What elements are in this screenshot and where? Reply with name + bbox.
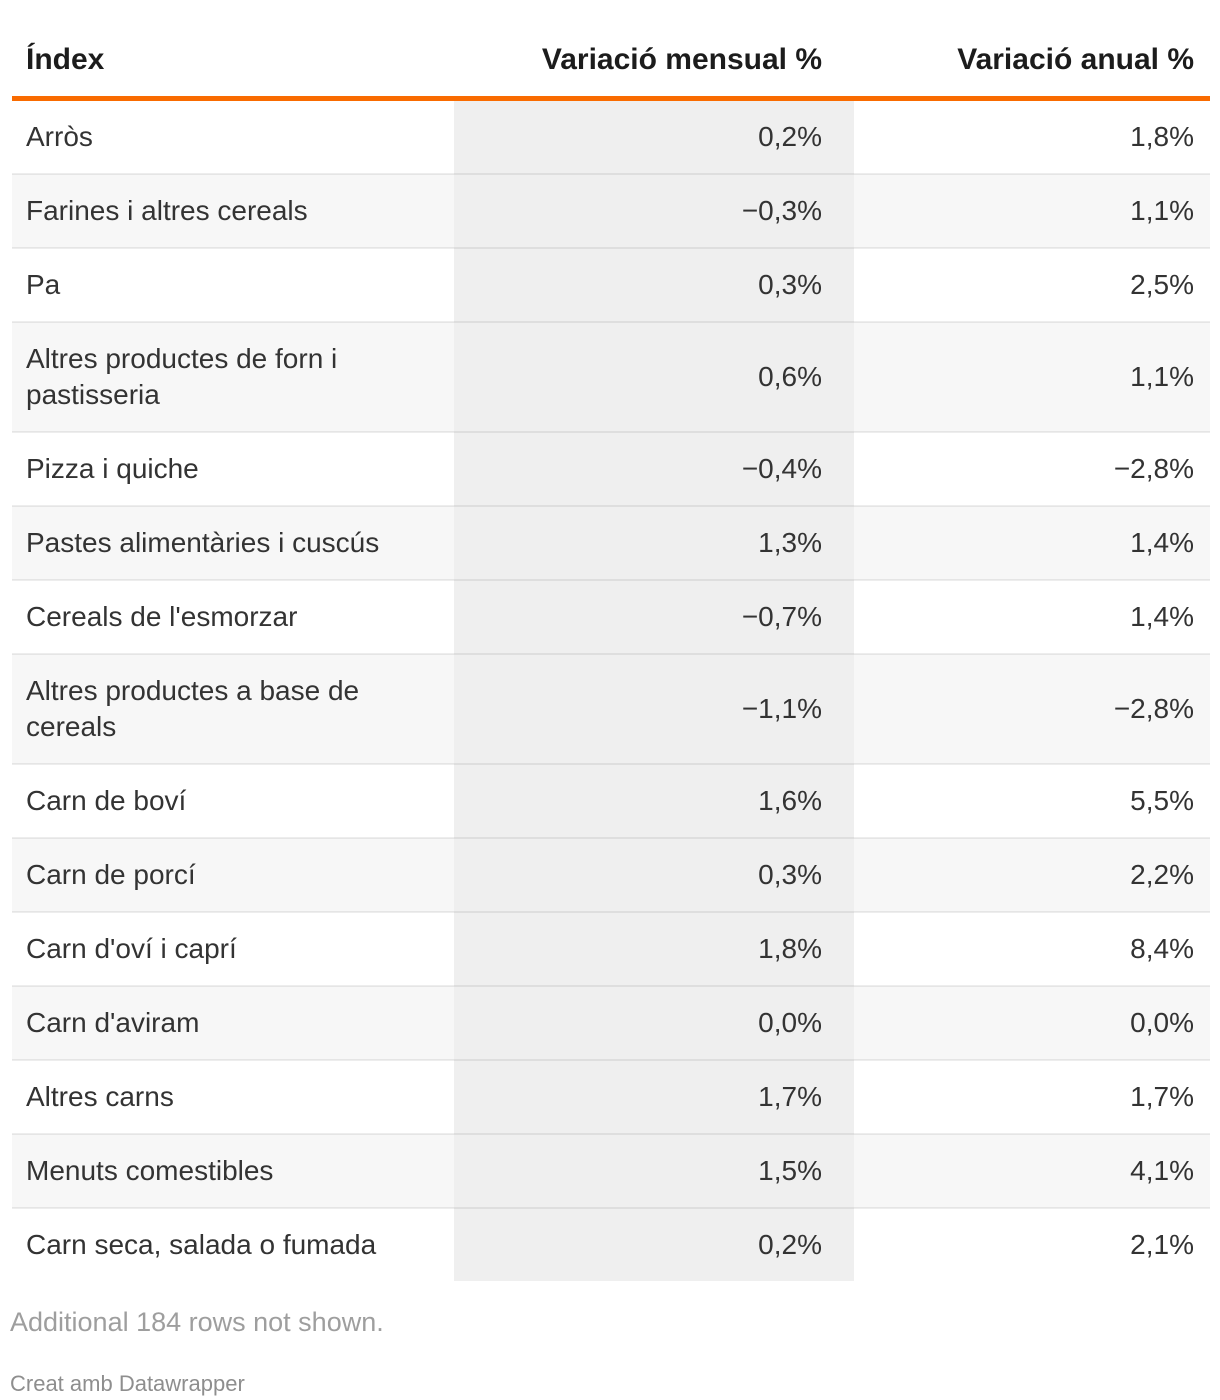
variacio-mensual-cell: −0,7% (454, 580, 854, 655)
index-cell: Farines i altres cereals (12, 174, 454, 249)
table-row: Pastes alimentàries i cuscús 1,3% 1,4% (12, 506, 1210, 581)
table-body: Arròs 0,2% 1,8% Farines i altres cereals… (12, 98, 1210, 1281)
variacio-mensual-cell: 0,3% (454, 248, 854, 323)
table-row: Carn d'aviram 0,0% 0,0% (12, 986, 1210, 1061)
index-cell: Carn d'aviram (12, 986, 454, 1061)
index-cell: Menuts comestibles (12, 1134, 454, 1209)
variacio-anual-cell: −2,8% (854, 654, 1210, 765)
variacio-anual-cell: 1,4% (854, 506, 1210, 581)
variacio-anual-cell: 1,1% (854, 322, 1210, 433)
variacio-anual-cell: 0,0% (854, 986, 1210, 1061)
variacio-anual-cell: 1,7% (854, 1060, 1210, 1135)
variacio-anual-cell: −2,8% (854, 432, 1210, 507)
variacio-anual-cell: 2,5% (854, 248, 1210, 323)
table-row: Farines i altres cereals −0,3% 1,1% (12, 174, 1210, 249)
variacio-anual-cell: 1,4% (854, 580, 1210, 655)
column-header-variacio-anual: Variació anual % (854, 0, 1210, 101)
variacio-mensual-cell: 0,2% (454, 1208, 854, 1281)
column-header-variacio-mensual: Variació mensual % (454, 0, 854, 101)
index-cell: Carn seca, salada o fumada (12, 1208, 454, 1281)
table-row: Carn de porcí 0,3% 2,2% (12, 838, 1210, 913)
table-row: Menuts comestibles 1,5% 4,1% (12, 1134, 1210, 1209)
variacio-anual-cell: 2,2% (854, 838, 1210, 913)
table-row: Altres productes de forn i pastisseria 0… (12, 322, 1210, 433)
variacio-mensual-cell: 0,2% (454, 98, 854, 175)
variacio-anual-cell: 5,5% (854, 764, 1210, 839)
variacio-mensual-cell: 0,6% (454, 322, 854, 433)
variacio-mensual-cell: 1,3% (454, 506, 854, 581)
index-cell: Arròs (12, 98, 454, 175)
variacio-mensual-cell: 0,0% (454, 986, 854, 1061)
variacio-mensual-cell: 1,7% (454, 1060, 854, 1135)
index-cell: Cereals de l'esmorzar (12, 580, 454, 655)
variacio-mensual-cell: −0,4% (454, 432, 854, 507)
table-header-row: Índex Variació mensual % Variació anual … (12, 0, 1210, 101)
data-table: Índex Variació mensual % Variació anual … (12, 0, 1210, 1281)
table-row: Cereals de l'esmorzar −0,7% 1,4% (12, 580, 1210, 655)
index-cell: Altres carns (12, 1060, 454, 1135)
table-row: Arròs 0,2% 1,8% (12, 98, 1210, 175)
index-cell: Carn de porcí (12, 838, 454, 913)
variacio-anual-cell: 1,1% (854, 174, 1210, 249)
index-cell: Carn d'oví i caprí (12, 912, 454, 987)
table-row: Carn de boví 1,6% 5,5% (12, 764, 1210, 839)
datawrapper-attribution-link[interactable]: Creat amb Datawrapper (10, 1371, 245, 1396)
variacio-mensual-cell: 0,3% (454, 838, 854, 913)
table-row: Altres productes a base de cereals −1,1%… (12, 654, 1210, 765)
column-header-index: Índex (12, 0, 454, 101)
variacio-mensual-cell: 1,5% (454, 1134, 854, 1209)
table-row: Carn seca, salada o fumada 0,2% 2,1% (12, 1208, 1210, 1281)
variacio-anual-cell: 1,8% (854, 98, 1210, 175)
variacio-anual-cell: 8,4% (854, 912, 1210, 987)
variacio-anual-cell: 4,1% (854, 1134, 1210, 1209)
table-header: Índex Variació mensual % Variació anual … (12, 0, 1210, 101)
index-cell: Altres productes a base de cereals (12, 654, 454, 765)
variacio-mensual-cell: 1,8% (454, 912, 854, 987)
index-cell: Altres productes de forn i pastisseria (12, 322, 454, 433)
variacio-mensual-cell: −0,3% (454, 174, 854, 249)
table-row: Carn d'oví i caprí 1,8% 8,4% (12, 912, 1210, 987)
variacio-anual-cell: 2,1% (854, 1208, 1210, 1281)
index-cell: Pizza i quiche (12, 432, 454, 507)
table-row: Pizza i quiche −0,4% −2,8% (12, 432, 1210, 507)
variacio-mensual-cell: 1,6% (454, 764, 854, 839)
table-row: Altres carns 1,7% 1,7% (12, 1060, 1210, 1135)
index-cell: Carn de boví (12, 764, 454, 839)
table-row: Pa 0,3% 2,5% (12, 248, 1210, 323)
additional-rows-note: Additional 184 rows not shown. (10, 1307, 384, 1337)
variacio-mensual-cell: −1,1% (454, 654, 854, 765)
index-cell: Pastes alimentàries i cuscús (12, 506, 454, 581)
index-cell: Pa (12, 248, 454, 323)
